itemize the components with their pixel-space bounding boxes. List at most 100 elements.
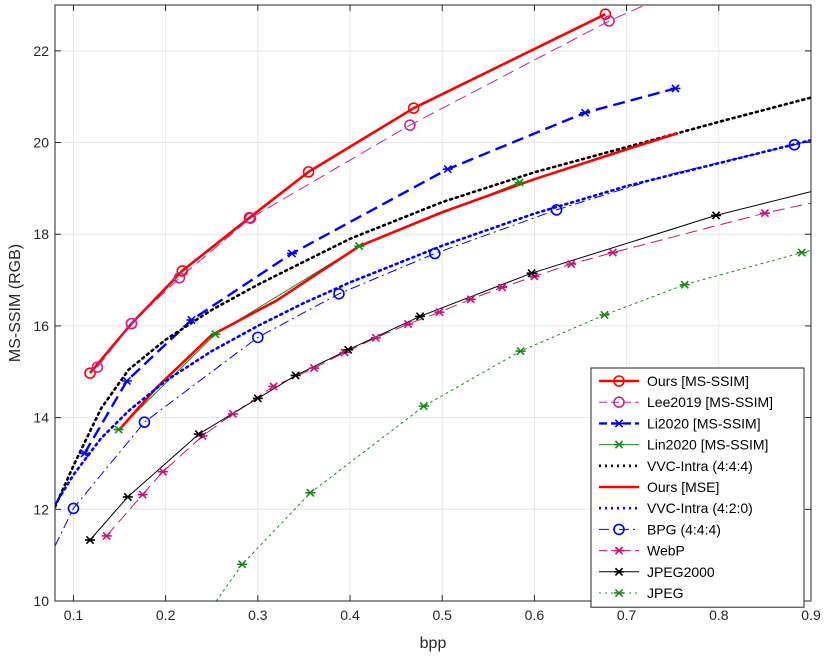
legend-marker-webp [614, 546, 624, 555]
data-point-bpg-4-4-4 [67, 502, 80, 515]
legend: Ours [MS-SSIM] Lee2019 [MS-SSIM] Li2020 [M… [590, 367, 805, 608]
data-point-jpeg2000 [85, 535, 96, 545]
y-tick-label: 10 [33, 593, 49, 609]
data-point-bpg-4-4-4 [550, 204, 563, 216]
data-point-webp [268, 382, 279, 391]
legend-marker-lee2019-ms-ssim [613, 396, 625, 409]
data-point-webp [759, 208, 770, 218]
series-line-vvc-intra-4-2-0 [55, 138, 811, 506]
legend-marker-lin2020-ms-ssim [614, 440, 624, 449]
data-point-webp [370, 333, 381, 343]
plot-frame [54, 4, 812, 602]
data-point-ours-ms-ssim [176, 265, 189, 277]
legend-label-webp: WebP [647, 543, 685, 559]
data-point-ours-ms-ssim [84, 367, 96, 379]
data-point-webp [465, 295, 476, 304]
data-point-jpeg2000 [290, 371, 301, 380]
series-line-lee2019-ms-ssim [97, 5, 646, 368]
y-tick-label: 22 [33, 43, 49, 59]
data-point-jpeg2000 [122, 492, 133, 502]
legend-label-li2020-ms-ssim: Li2020 [MS-SSIM] [647, 415, 761, 431]
data-point-webp [101, 531, 112, 541]
data-point-lee2019-ms-ssim [603, 15, 615, 27]
y-tick-label: 20 [33, 135, 49, 151]
marker-layer [67, 8, 807, 569]
x-tick-label: 0.9 [801, 607, 821, 623]
data-point-li2020-ms-ssim [79, 449, 90, 458]
data-point-li2020-ms-ssim [670, 84, 681, 93]
legend-label-lin2020-ms-ssim: Lin2020 [MS-SSIM] [647, 437, 768, 453]
y-tick-label: 12 [33, 501, 49, 517]
data-point-li2020-ms-ssim [186, 315, 197, 325]
x-tick-label: 0.4 [340, 607, 360, 623]
y-tick-label: 18 [33, 226, 49, 242]
data-point-jpeg2000 [343, 345, 354, 354]
data-point-jpeg2000 [252, 394, 263, 403]
data-point-webp [566, 259, 577, 269]
legend-label-jpeg: JPEG [647, 585, 684, 601]
data-point-jpeg [418, 401, 429, 411]
data-point-jpeg2000 [193, 429, 204, 439]
data-point-jpeg2000 [711, 211, 722, 220]
data-point-lee2019-ms-ssim [244, 212, 257, 224]
data-point-jpeg [796, 248, 807, 257]
legend-label-jpeg2000: JPEG2000 [647, 564, 715, 580]
data-point-webp [227, 409, 238, 419]
data-point-lin2020-ms-ssim [113, 425, 124, 434]
x-tick-label: 0.3 [248, 607, 268, 623]
data-point-bpg-4-4-4 [429, 247, 441, 260]
data-point-lee2019-ms-ssim [404, 119, 416, 131]
data-point-jpeg [515, 346, 526, 356]
y-axis-label: MS-SSIM (RGB) [7, 244, 24, 362]
data-point-li2020-ms-ssim [286, 249, 297, 258]
legend-marker-bpg-4-4-4 [613, 523, 625, 536]
data-point-webp [157, 467, 168, 476]
legend-label-lee2019-ms-ssim: Lee2019 [MS-SSIM] [647, 394, 773, 410]
data-point-webp [309, 363, 320, 373]
x-axis-label: bpp [420, 635, 447, 652]
data-point-lin2020-ms-ssim [514, 178, 525, 187]
data-point-webp [607, 248, 618, 257]
data-point-lee2019-ms-ssim [91, 361, 104, 373]
data-point-lin2020-ms-ssim [354, 241, 365, 251]
data-point-ours-ms-ssim [407, 102, 420, 114]
data-point-jpeg2000 [526, 269, 537, 278]
legend-marker-jpeg2000 [614, 567, 624, 576]
x-tick-label: 0.2 [156, 607, 176, 623]
data-point-jpeg [305, 488, 316, 497]
data-point-bpg-4-4-4 [788, 139, 801, 151]
series-line-vvc-intra-4-4-4 [55, 96, 811, 509]
x-tick-label: 0.5 [432, 607, 452, 623]
data-point-bpg-4-4-4 [138, 416, 151, 429]
data-point-li2020-ms-ssim [442, 164, 453, 174]
legend-label-vvc-intra-4-4-4: VVC-Intra (4:4:4) [647, 458, 753, 474]
legend-marker-ours-ms-ssim [613, 375, 625, 387]
data-point-webp [497, 283, 508, 292]
data-point-jpeg [599, 310, 610, 320]
data-point-li2020-ms-ssim [121, 376, 132, 386]
y-tick-label: 16 [33, 318, 49, 334]
data-point-lin2020-ms-ssim [210, 330, 221, 339]
legend-marker-jpeg [614, 588, 624, 598]
series-line-jpeg2000 [89, 191, 811, 541]
data-point-jpeg [237, 560, 248, 569]
y-tick-label: 14 [33, 410, 49, 426]
legend-marker-li2020-ms-ssim [614, 419, 624, 428]
legend-label-vvc-intra-4-2-0: VVC-Intra (4:2:0) [647, 500, 753, 516]
axis-ticks: 0.1 0.2 0.3 0.4 0.5 0.6 0.7 0.8 0.9 10 12 14 16 18 20 2… [33, 5, 821, 623]
data-point-webp [137, 490, 148, 499]
legend-label-ours-ms-ssim: Ours [MS-SSIM] [647, 373, 749, 389]
data-point-li2020-ms-ssim [580, 108, 591, 117]
data-point-webp [403, 319, 414, 329]
data-point-lee2019-ms-ssim [125, 317, 138, 330]
data-point-webp [434, 308, 445, 317]
x-tick-label: 0.6 [525, 607, 545, 623]
data-point-ours-ms-ssim [302, 166, 315, 178]
legend-label-bpg-4-4-4: BPG (4:4:4) [647, 521, 721, 537]
legend-label-ours-mse: Ours [MSE] [647, 479, 719, 495]
x-tick-label: 0.7 [617, 607, 637, 623]
data-point-jpeg2000 [415, 312, 426, 321]
data-point-jpeg [679, 280, 690, 289]
series-line-webp [106, 202, 811, 537]
data-point-lee2019-ms-ssim [173, 271, 186, 284]
